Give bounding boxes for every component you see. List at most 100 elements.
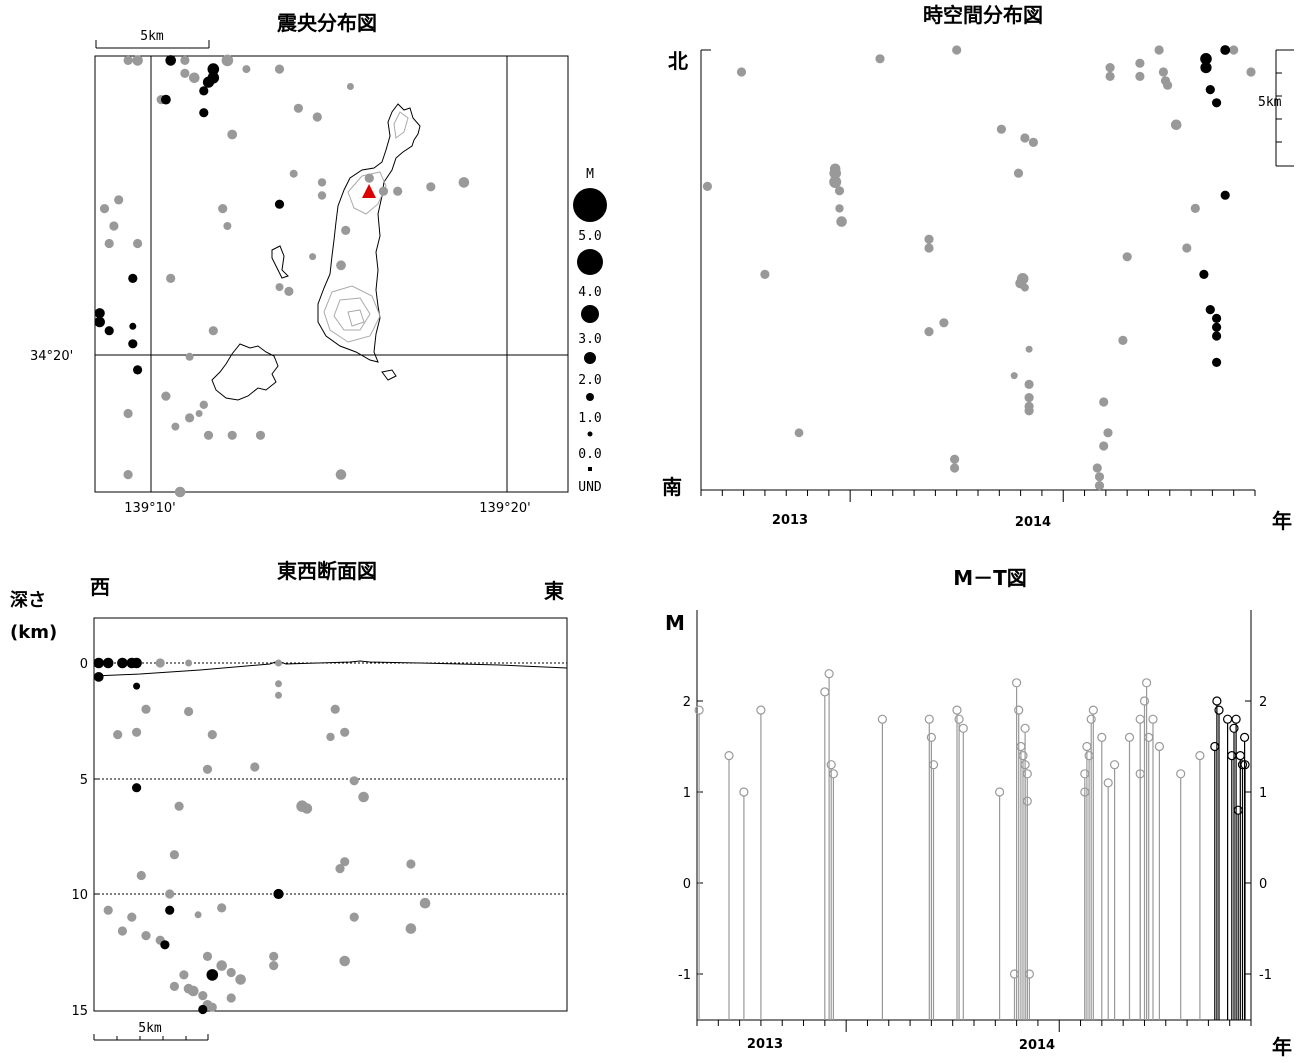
section-gray-point — [226, 967, 236, 978]
spacetime-gray-point — [939, 318, 949, 328]
spacetime-gray-point — [924, 243, 934, 253]
mt-year-2013: 2013 — [747, 1037, 783, 1052]
spacetime-gray-point — [1103, 428, 1113, 438]
spacetime-gray-point — [1024, 393, 1034, 403]
epicenter-gray-point — [171, 422, 180, 431]
spacetime-gray-point — [702, 181, 713, 191]
depth-label-2: (km) — [10, 622, 57, 643]
section-gray-point — [275, 659, 282, 667]
spacetime-year-2014: 2014 — [1015, 515, 1051, 530]
mt-black-marker — [1227, 750, 1237, 761]
mt-gray-marker — [1103, 778, 1113, 788]
epicenter-gray-point — [223, 222, 232, 230]
section-gray-point — [269, 961, 279, 971]
section-gray-point — [165, 889, 175, 899]
spacetime-gray-point — [1154, 45, 1164, 55]
epicenter-gray-point — [123, 55, 133, 65]
epicenter-black-point — [207, 63, 220, 75]
section-gray-point — [188, 985, 199, 997]
contour-5 — [347, 309, 365, 327]
section-gray-point — [117, 926, 127, 936]
east-label: 東 — [544, 579, 564, 603]
epicenter-points — [94, 54, 470, 498]
epicenter-gray-point — [185, 413, 195, 423]
contour-3 — [323, 285, 381, 343]
north-label: 北 — [668, 49, 688, 73]
spacetime-gray-point — [952, 45, 962, 55]
epicenter-gray-point — [227, 129, 238, 140]
depth-tick-0: 0 — [80, 657, 88, 672]
section-gray-point — [141, 931, 151, 941]
section-gray-point — [127, 912, 137, 922]
spacetime-gray-point — [1246, 67, 1256, 77]
epicenter-gray-point — [293, 103, 303, 113]
section-gray-point — [235, 974, 246, 985]
epicenter-gray-point — [255, 430, 266, 440]
epicenter-gray-point — [180, 68, 190, 78]
section-title: 東西断面図 — [277, 559, 377, 583]
spacetime-gray-point — [924, 234, 934, 244]
mt-gray-marker — [877, 714, 888, 724]
epicenter-black-point — [199, 86, 209, 96]
mt-gray-marker — [952, 705, 962, 715]
section-black-point — [93, 657, 104, 669]
spacetime-black-point — [1220, 45, 1231, 55]
section-gray-point — [155, 658, 165, 668]
epicenter-black-point — [199, 108, 209, 118]
section-gray-point — [207, 1002, 217, 1012]
spacetime-gray-point — [1024, 379, 1034, 389]
epicenter-gray-point — [185, 352, 194, 361]
spacetime-gray-point — [1094, 481, 1105, 491]
mt-year-2014: 2014 — [1019, 1038, 1055, 1053]
mt-y-tick-label-right: 2 — [1259, 695, 1267, 710]
spacetime-title: 時空間分布図 — [923, 3, 1043, 27]
spacetime-gray-point — [835, 204, 844, 213]
epicenter-black-point — [104, 326, 114, 336]
lon-label-1: 139°10' — [124, 501, 175, 516]
epicenter-gray-point — [317, 191, 327, 200]
section-gray-point — [301, 803, 313, 814]
epicenter-gray-point — [346, 83, 354, 90]
epicenter-gray-point — [393, 186, 403, 196]
section-gray-point — [217, 903, 227, 913]
section-scalebar: 5km — [93, 1021, 209, 1041]
legend-label-4: 4.0 — [578, 285, 601, 300]
epicenter-gray-point — [426, 182, 436, 192]
contour-1 — [347, 171, 387, 215]
spacetime-gray-point — [829, 167, 841, 179]
epicenter-gray-point — [227, 430, 237, 440]
mt-gray-marker — [694, 705, 704, 715]
section-gray-point — [202, 951, 213, 962]
epicenter-gray-point — [123, 408, 133, 419]
spacetime-year-2013: 2013 — [772, 513, 808, 528]
section-gray-point — [185, 659, 193, 667]
section-gray-point — [349, 776, 359, 786]
epicenter-scalebar: 5km — [95, 29, 210, 49]
section-black-point — [165, 905, 175, 915]
spacetime-gray-point — [875, 54, 885, 64]
section-black-point — [160, 940, 170, 950]
epicenter-gray-point — [242, 65, 251, 74]
spacetime-black-point — [1212, 357, 1222, 367]
spacetime-black-point — [1205, 305, 1215, 315]
mt-year-unit: 年 — [1272, 1035, 1292, 1059]
section-scalebar-label: 5km — [138, 1021, 162, 1036]
mt-gray-marker — [1148, 714, 1158, 724]
legend-symbol-3 — [581, 305, 599, 323]
mt-black-marker — [1210, 741, 1220, 752]
epicenter-title: 震央分布図 — [277, 11, 377, 35]
mt-gray-marker — [1009, 969, 1020, 979]
mt-gray-marker — [1141, 678, 1152, 688]
spacetime-black-point — [1212, 313, 1222, 323]
depth-label-1: 深さ — [10, 589, 46, 611]
legend-label-und: UND — [578, 480, 602, 495]
west-label: 西 — [90, 575, 110, 599]
spacetime-gray-point — [829, 176, 842, 188]
spacetime-gray-point — [950, 463, 960, 473]
epicenter-black-point — [128, 273, 138, 283]
depth-tick-15: 15 — [71, 1004, 88, 1019]
epicenter-black-point — [202, 76, 215, 88]
mt-y-tick-label-right: 1 — [1259, 786, 1267, 801]
epicenter-black-point — [128, 339, 138, 349]
mt-black-marker — [1222, 714, 1233, 724]
